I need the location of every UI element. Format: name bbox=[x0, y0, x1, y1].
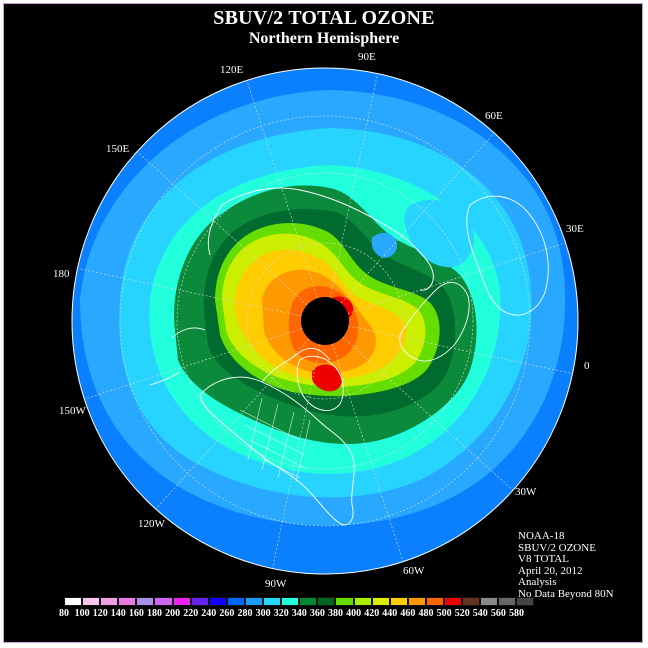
colorbar-tick-label: 320 bbox=[273, 608, 289, 619]
colorbar-tick-label: 280 bbox=[237, 608, 253, 619]
lon-label-90e: 90E bbox=[358, 51, 376, 63]
latitude-circle-20n bbox=[119, 115, 531, 527]
colorbar-swatch bbox=[226, 597, 245, 606]
lon-label-150e: 150E bbox=[106, 143, 130, 155]
lon-label-120e: 120E bbox=[220, 64, 244, 76]
lon-label-30e: 30E bbox=[566, 223, 584, 235]
info-type: Analysis bbox=[518, 576, 557, 589]
colorbar-swatch bbox=[154, 597, 173, 606]
colorbar-swatch bbox=[64, 597, 83, 606]
colorbar-swatch bbox=[317, 597, 336, 606]
colorbar-swatch bbox=[299, 597, 318, 606]
colorbar-tick-label: 420 bbox=[364, 608, 380, 619]
colorbar-tick-label: 440 bbox=[382, 608, 398, 619]
latitude-circle-60n bbox=[246, 242, 404, 400]
colorbar-swatch bbox=[100, 597, 119, 606]
colorbar-tick-label: 560 bbox=[490, 608, 506, 619]
lon-label-180: 180 bbox=[53, 268, 70, 280]
colorbar-tick-label: 360 bbox=[309, 608, 325, 619]
info-instrument: SBUV/2 OZONE bbox=[518, 541, 596, 554]
coast-greenland bbox=[296, 355, 344, 411]
map-disc-outline bbox=[71, 67, 579, 575]
colorbar-tick-label: 80 bbox=[59, 608, 69, 619]
colorbar-swatch bbox=[190, 597, 209, 606]
map-title: SBUV/2 TOTAL OZONE bbox=[213, 7, 435, 29]
lon-label-0: 0 bbox=[584, 360, 590, 372]
lon-label-30w: 30W bbox=[515, 486, 537, 498]
ozone-band-300-atlantic bbox=[404, 199, 475, 268]
colorbar-swatch bbox=[335, 597, 354, 606]
colorbar-swatch bbox=[82, 597, 101, 606]
colorbar-tick-label: 540 bbox=[472, 608, 488, 619]
latitude-circle-40n bbox=[176, 172, 474, 470]
colorbar-tick-label: 160 bbox=[128, 608, 144, 619]
colorbar-tick-label: 480 bbox=[418, 608, 434, 619]
lon-label-120w: 120W bbox=[138, 518, 165, 530]
no-data-polar-cap bbox=[301, 297, 349, 345]
colorbar-labels: 80 100 120 140 160 180 200 220 240 260 280 300 320 34… bbox=[0, 608, 648, 622]
colorbar-tick-label: 340 bbox=[291, 608, 307, 619]
colorbar-tick-label: 260 bbox=[219, 608, 235, 619]
us-states-grid bbox=[239, 397, 311, 483]
colorbar-swatch bbox=[516, 597, 535, 606]
colorbar-swatch bbox=[118, 597, 137, 606]
lon-label-60w: 60W bbox=[403, 565, 425, 577]
colorbar-swatch bbox=[371, 597, 390, 606]
colorbar-tick-label: 380 bbox=[328, 608, 343, 619]
lon-label-150w: 150W bbox=[59, 405, 86, 417]
colorbar-swatch bbox=[498, 597, 517, 606]
colorbar-tick-label: 580 bbox=[509, 608, 524, 619]
coast-alaska bbox=[149, 327, 206, 386]
info-satellite: NOAA-18 bbox=[518, 530, 565, 542]
colorbar-tick-label: 140 bbox=[110, 608, 126, 619]
colorbar-tick-label: 520 bbox=[454, 608, 470, 619]
map-subtitle: Northern Hemisphere bbox=[248, 30, 400, 47]
coast-europe bbox=[399, 281, 470, 362]
colorbar-swatch bbox=[443, 597, 463, 606]
colorbar-tick-label: 180 bbox=[147, 608, 162, 619]
info-note: No Data Beyond 80N bbox=[518, 587, 614, 600]
coast-africa bbox=[466, 195, 549, 316]
colorbar-tick-label: 400 bbox=[346, 608, 362, 619]
colorbar-swatch bbox=[263, 597, 282, 606]
ozone-band-280-atlantic bbox=[371, 232, 398, 258]
ozone-band-480 bbox=[312, 296, 354, 392]
info-date: April 20, 2012 bbox=[518, 564, 583, 577]
colorbar-tick-label: 240 bbox=[201, 608, 217, 619]
product-info: NOAA-18 SBUV/2 OZONE V8 TOTAL April 20, … bbox=[518, 530, 614, 601]
colorbar-swatch bbox=[136, 597, 155, 606]
colorbar-tick-label: 120 bbox=[92, 608, 108, 619]
colorbar-tick-label: 100 bbox=[74, 608, 90, 619]
colorbar-swatch bbox=[425, 597, 444, 606]
colorbar-swatch bbox=[353, 597, 372, 606]
colorbar bbox=[64, 597, 535, 607]
coast-asia bbox=[207, 187, 434, 291]
lon-label-90w: 90W bbox=[265, 578, 287, 590]
lon-label-60e: 60E bbox=[485, 110, 503, 122]
colorbar-tick-label: 220 bbox=[183, 608, 199, 619]
colorbar-tick-label: 300 bbox=[255, 608, 271, 619]
colorbar-tick-label: 500 bbox=[436, 608, 452, 619]
colorbar-swatch bbox=[462, 597, 481, 606]
colorbar-swatch bbox=[172, 597, 191, 606]
colorbar-swatch bbox=[480, 597, 499, 606]
info-product: V8 TOTAL bbox=[518, 553, 569, 566]
colorbar-tick-label: 200 bbox=[165, 608, 181, 619]
colorbar-swatch bbox=[244, 597, 264, 606]
colorbar-swatch bbox=[389, 597, 408, 606]
colorbar-swatch bbox=[208, 597, 227, 606]
graticule bbox=[77, 73, 573, 569]
colorbar-swatch bbox=[281, 597, 300, 606]
colorbar-swatch bbox=[407, 597, 426, 606]
colorbar-tick-label: 460 bbox=[400, 608, 416, 619]
